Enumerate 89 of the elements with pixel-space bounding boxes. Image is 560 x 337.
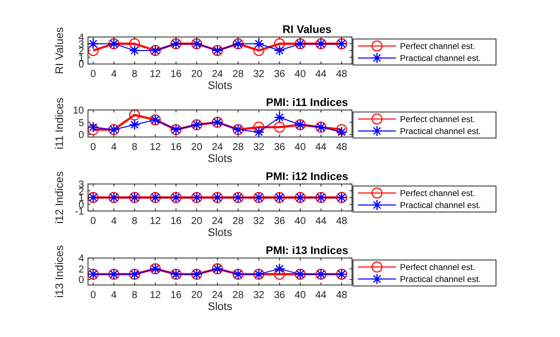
point [253, 126, 264, 138]
x-tick-label: 0 [90, 142, 96, 153]
x-tick-label: 40 [294, 290, 306, 301]
x-axis-title: Slots [208, 80, 233, 92]
x-tick-label: 28 [232, 142, 244, 153]
legend-label: Perfect channel est. [400, 41, 476, 51]
x-tick-label: 4 [111, 69, 118, 80]
legend-label: Perfect channel est. [400, 188, 476, 198]
x-tick-label: 48 [336, 216, 348, 227]
x-tick-label: 36 [274, 216, 286, 227]
y-tick-label: -1 [75, 206, 84, 218]
x-tick-label: 40 [294, 69, 306, 80]
x-tick-label: 44 [315, 216, 327, 227]
x-tick-label: 32 [253, 216, 265, 227]
x-tick-label: 28 [232, 216, 244, 227]
legend-label: Practical channel est. [400, 126, 481, 136]
y-tick-label: 4 [78, 254, 84, 264]
x-tick-label: 0 [90, 290, 96, 301]
x-tick-label: 48 [336, 142, 348, 153]
x-tick-label: 12 [150, 142, 162, 153]
x-tick-label: 36 [274, 290, 286, 301]
point [274, 122, 286, 133]
x-tick-label: 8 [132, 290, 138, 301]
x-tick-label: 8 [132, 69, 138, 80]
x-tick-label: 24 [212, 290, 224, 301]
x-tick-label: 16 [170, 216, 182, 227]
x-axis-title: Slots [208, 301, 233, 313]
x-tick-label: 20 [191, 216, 203, 227]
x-tick-label: 32 [253, 290, 265, 301]
x-tick-label: 16 [170, 290, 182, 301]
point [336, 124, 348, 136]
point [128, 119, 140, 130]
legend-label: Practical channel est. [400, 200, 481, 210]
x-tick-label: 4 [111, 216, 118, 227]
point [274, 112, 286, 123]
x-tick-label: 16 [170, 142, 182, 153]
point [88, 124, 99, 136]
chart-title: RI Values [282, 24, 332, 36]
x-tick-label: 12 [150, 216, 162, 227]
point [88, 122, 99, 133]
x-tick-label: 20 [191, 69, 203, 80]
legend-label: Perfect channel est. [400, 114, 476, 124]
y-tick-label: 2 [78, 264, 84, 276]
x-tick-label: 0 [90, 69, 96, 80]
x-tick-label: 32 [253, 142, 265, 153]
x-tick-label: 28 [232, 290, 244, 301]
y-axis-title: i12 Indices [54, 170, 66, 224]
y-tick-label: 10 [72, 106, 84, 116]
x-tick-label: 48 [336, 290, 348, 301]
y-axis-title: i11 Indices [54, 97, 66, 150]
x-tick-label: 44 [315, 142, 327, 153]
x-tick-label: 24 [212, 142, 224, 153]
x-tick-label: 24 [212, 216, 224, 227]
x-tick-label: 0 [90, 216, 96, 227]
x-tick-label: 4 [111, 142, 118, 153]
x-tick-label: 32 [253, 69, 265, 80]
chart-title: PMI: i11 Indices [266, 97, 348, 109]
x-tick-label: 36 [274, 142, 286, 153]
x-tick-label: 20 [191, 290, 203, 301]
y-tick-label: 0 [78, 130, 84, 142]
x-tick-label: 28 [232, 69, 244, 80]
y-axis-title: i13 Indices [54, 244, 66, 298]
x-tick-label: 48 [336, 69, 348, 80]
x-tick-label: 40 [294, 216, 306, 227]
y-tick-label: 5 [78, 118, 84, 129]
x-tick-label: 44 [315, 290, 327, 301]
legend-label: Practical channel est. [400, 53, 481, 63]
x-tick-label: 24 [212, 69, 224, 80]
x-tick-label: 20 [191, 142, 203, 153]
legend-label: Practical channel est. [400, 274, 481, 284]
x-tick-label: 12 [150, 290, 162, 301]
x-tick-label: 36 [274, 69, 286, 80]
x-tick-label: 44 [315, 69, 327, 80]
point [336, 126, 348, 138]
x-tick-label: 8 [132, 142, 138, 153]
y-tick-label: 0 [78, 275, 84, 286]
point [129, 109, 140, 120]
point [253, 122, 264, 133]
x-tick-label: 16 [170, 69, 182, 80]
x-axis-title: Slots [208, 153, 233, 165]
legend-label: Perfect channel est. [400, 262, 476, 272]
x-tick-label: 40 [294, 142, 306, 153]
x-tick-label: 12 [150, 69, 162, 80]
x-tick-label: 4 [111, 290, 118, 301]
y-axis-title: RI Values [54, 26, 66, 74]
x-axis-title: Slots [208, 227, 233, 239]
chart-title: PMI: i12 Indices [266, 171, 348, 183]
x-tick-label: 8 [132, 216, 138, 227]
chart-title: PMI: i13 Indices [266, 245, 348, 257]
